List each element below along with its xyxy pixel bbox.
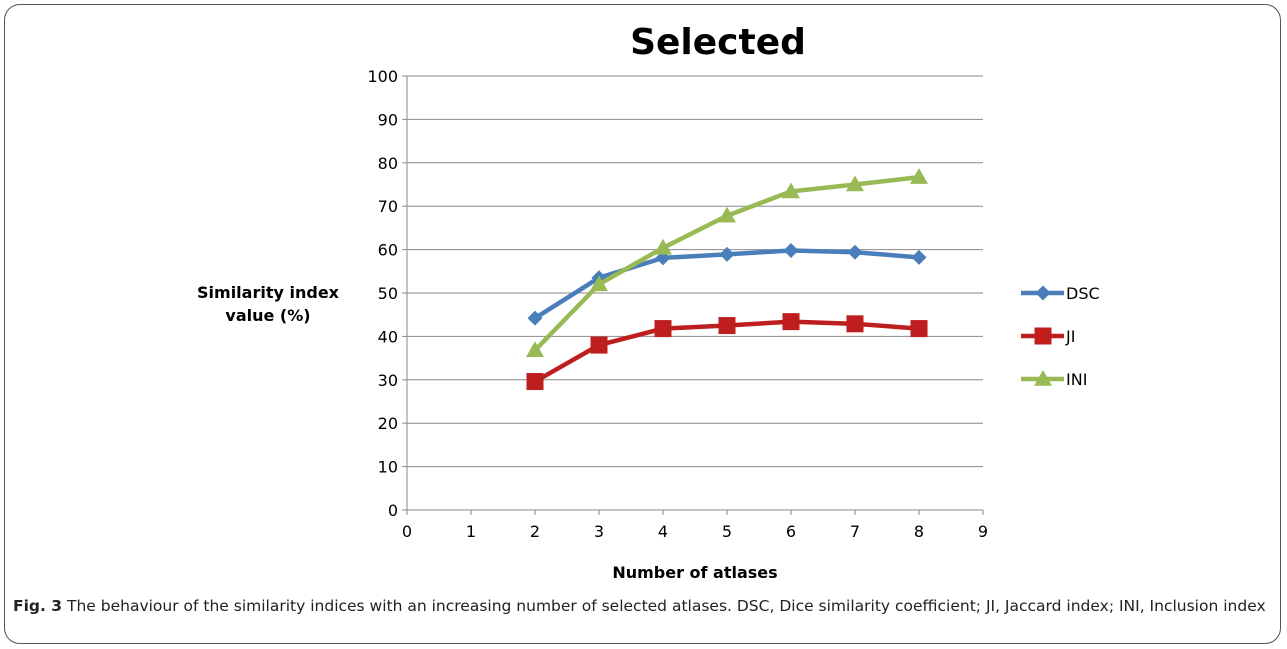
y-axis-label-line: Similarity index bbox=[197, 283, 340, 302]
series-ini bbox=[526, 168, 928, 358]
data-point bbox=[910, 168, 928, 184]
data-point bbox=[718, 317, 736, 335]
legend-label: DSC bbox=[1066, 284, 1100, 303]
data-point bbox=[527, 310, 543, 326]
x-tick-label: 2 bbox=[530, 522, 540, 541]
y-tick-label: 30 bbox=[378, 371, 398, 390]
figure-frame bbox=[4, 4, 1281, 644]
y-tick-label: 100 bbox=[367, 67, 398, 86]
y-tick-label: 10 bbox=[378, 458, 398, 477]
x-tick-label: 1 bbox=[466, 522, 476, 541]
data-point bbox=[783, 242, 799, 258]
y-tick-label: 80 bbox=[378, 154, 398, 173]
legend-item-dsc: DSC bbox=[1021, 284, 1100, 303]
data-point bbox=[654, 238, 672, 255]
data-point bbox=[590, 336, 608, 354]
x-tick-label: 9 bbox=[978, 522, 988, 541]
data-point bbox=[847, 244, 863, 260]
legend-swatch-marker bbox=[1035, 285, 1051, 301]
data-point bbox=[782, 182, 800, 199]
y-tick-label: 40 bbox=[378, 327, 398, 346]
y-tick-labels: 0 10 20 30 40 50 60 70 80 90 100 bbox=[367, 67, 398, 520]
data-point bbox=[782, 313, 800, 331]
caption-label: Fig. 3 bbox=[13, 597, 63, 615]
caption-text: The behaviour of the similarity indices … bbox=[62, 597, 1266, 615]
axes bbox=[402, 75, 984, 515]
data-point bbox=[526, 373, 544, 391]
y-tick-label: 20 bbox=[378, 414, 398, 433]
x-tick-labels: 0 1 2 3 4 5 6 7 8 9 bbox=[402, 522, 988, 541]
x-tick-label: 3 bbox=[594, 522, 604, 541]
chart-title: Selected bbox=[630, 22, 806, 63]
grid-lines bbox=[407, 75, 983, 468]
x-tick-label: 0 bbox=[402, 522, 412, 541]
y-tick-label: 50 bbox=[378, 284, 398, 303]
data-point bbox=[719, 246, 735, 262]
y-axis-label: Similarity index value (%) bbox=[197, 283, 340, 325]
legend-label: INI bbox=[1066, 370, 1087, 389]
x-tick-label: 4 bbox=[658, 522, 668, 541]
x-axis-label: Number of atlases bbox=[612, 563, 777, 582]
figure-caption: Fig. 3 The behaviour of the similarity i… bbox=[13, 596, 1273, 617]
x-tick-label: 7 bbox=[850, 522, 860, 541]
x-tick-label: 8 bbox=[914, 522, 924, 541]
series-dsc bbox=[527, 242, 927, 326]
legend-label: JI bbox=[1065, 327, 1075, 346]
series-group bbox=[526, 168, 928, 391]
data-point bbox=[846, 315, 864, 333]
legend-swatch-marker bbox=[1034, 370, 1052, 386]
chart: Selected 0 10 20 30 40 50 60 70 80 90 100 0 1 2 3 4 5 6 7… bbox=[197, 22, 1100, 582]
data-point bbox=[526, 341, 544, 358]
legend-item-ji: JI bbox=[1021, 327, 1075, 346]
y-tick-label: 90 bbox=[378, 110, 398, 129]
y-tick-label: 70 bbox=[378, 197, 398, 216]
data-point bbox=[911, 249, 927, 265]
data-point bbox=[655, 250, 671, 266]
legend-item-ini: INI bbox=[1021, 370, 1087, 389]
y-axis-label-line: value (%) bbox=[225, 306, 310, 325]
series-ji bbox=[526, 313, 928, 391]
y-tick-label: 0 bbox=[388, 501, 398, 520]
data-point bbox=[654, 320, 672, 338]
data-point bbox=[590, 275, 608, 292]
data-point bbox=[910, 320, 928, 338]
x-tick-label: 6 bbox=[786, 522, 796, 541]
y-tick-label: 60 bbox=[378, 241, 398, 260]
data-point bbox=[846, 175, 864, 192]
legend: DSC JI INI bbox=[1021, 284, 1100, 389]
data-point bbox=[718, 206, 736, 223]
legend-swatch-marker bbox=[1034, 327, 1052, 345]
x-tick-label: 5 bbox=[722, 522, 732, 541]
